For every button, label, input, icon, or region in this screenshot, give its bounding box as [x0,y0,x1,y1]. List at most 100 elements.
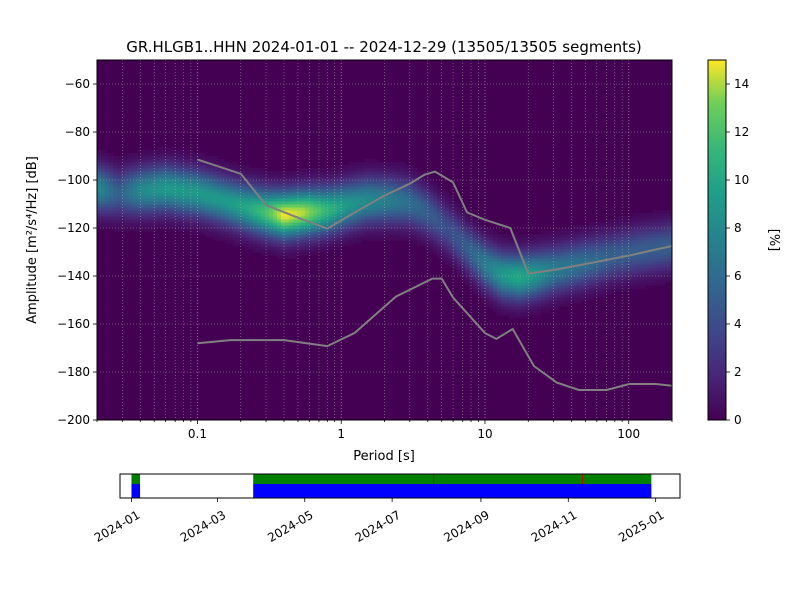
heatmap-cell [117,207,122,211]
heatmap-cell [121,180,126,184]
heatmap-cell [585,240,590,244]
heatmap-cell [285,201,290,205]
heatmap-cell [285,240,290,244]
heatmap-cell [629,231,634,235]
heatmap-cell [589,249,594,253]
heatmap-cell [237,165,242,169]
heatmap-cell [661,213,666,217]
heatmap-cell [241,243,246,247]
heatmap-cell [493,294,498,298]
heatmap-cell [185,195,190,199]
heatmap-cell [169,201,174,205]
heatmap-cell [321,186,326,190]
heatmap-cell [421,216,426,220]
heatmap-cell [597,294,602,298]
heatmap-cell [361,201,366,205]
heatmap-cell [481,294,486,298]
heatmap-cell [665,231,670,235]
heatmap-cell [541,285,546,289]
heatmap-cell [253,186,258,190]
heatmap-cell [229,201,234,205]
heatmap-cell [617,234,622,238]
heatmap-cell [97,222,102,226]
heatmap-cell [121,168,126,172]
heatmap-cell [505,312,510,316]
heatmap-cell [417,240,422,244]
heatmap-cell [229,174,234,178]
heatmap-cell [493,231,498,235]
heatmap-cell [389,171,394,175]
heatmap-cell [361,210,366,214]
heatmap-cell [173,219,178,223]
heatmap-cell [209,195,214,199]
colorbar-tick-label: 0 [734,413,742,427]
heatmap-cell [261,192,266,196]
heatmap-cell [281,180,286,184]
heatmap-cell [581,240,586,244]
heatmap-cell [401,180,406,184]
heatmap-cell [529,270,534,274]
heatmap-cell [437,252,442,256]
heatmap-cell [285,174,290,178]
heatmap-cell [145,204,150,208]
heatmap-cell [553,300,558,304]
heatmap-cell [477,264,482,268]
heatmap-cell [189,198,194,202]
heatmap-cell [453,207,458,211]
heatmap-cell [153,216,158,220]
heatmap-cell [577,282,582,286]
heatmap-cell [665,222,670,226]
heatmap-cell [257,213,262,217]
heatmap-cell [289,177,294,181]
heatmap-cell [581,264,586,268]
heatmap-cell [633,261,638,265]
heatmap-cell [113,207,118,211]
heatmap-cell [361,219,366,223]
heatmap-cell [613,225,618,229]
heatmap-cell [317,198,322,202]
heatmap-cell [113,171,118,175]
heatmap-cell [193,180,198,184]
heatmap-cell [345,201,350,205]
heatmap-cell [589,225,594,229]
heatmap-cell [257,168,262,172]
heatmap-cell [525,273,530,277]
heatmap-cell [601,291,606,295]
heatmap-cell [145,168,150,172]
heatmap-cell [593,249,598,253]
heatmap-cell [317,195,322,199]
heatmap-cell [425,183,430,187]
heatmap-cell [581,225,586,229]
heatmap-cell [181,186,186,190]
heatmap-cell [229,192,234,196]
heatmap-cell [561,297,566,301]
heatmap-cell [413,222,418,226]
heatmap-cell [389,234,394,238]
heatmap-cell [373,186,378,190]
heatmap-cell [213,207,218,211]
heatmap-cell [277,240,282,244]
heatmap-cell [325,168,330,172]
heatmap-cell [137,219,142,223]
heatmap-cell [497,279,502,283]
heatmap-cell [497,249,502,253]
heatmap-cell [505,309,510,313]
heatmap-cell [241,189,246,193]
heatmap-cell [297,228,302,232]
heatmap-cell [269,243,274,247]
heatmap-cell [305,216,310,220]
heatmap-cell [193,228,198,232]
heatmap-cell [593,270,598,274]
heatmap-cell [273,222,278,226]
heatmap-cell [301,204,306,208]
heatmap-cell [181,222,186,226]
heatmap-cell [513,288,518,292]
heatmap-cell [97,162,102,166]
heatmap-cell [213,222,218,226]
heatmap-cell [241,237,246,241]
heatmap-cell [181,228,186,232]
heatmap-cell [349,210,354,214]
heatmap-cell [149,171,154,175]
heatmap-cell [445,228,450,232]
heatmap-cell [537,288,542,292]
